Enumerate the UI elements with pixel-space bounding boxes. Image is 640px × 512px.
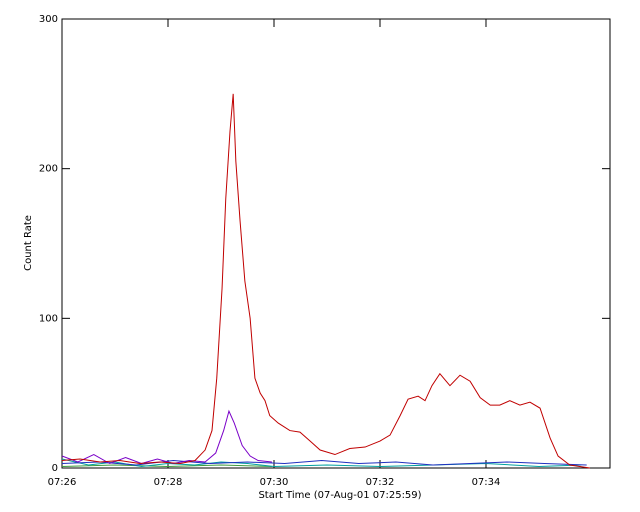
y-tick-label: 0 xyxy=(52,463,58,474)
y-axis-label: Count Rate xyxy=(23,215,34,271)
y-tick-label: 300 xyxy=(39,14,58,25)
y-tick-label: 200 xyxy=(39,164,58,175)
series-line xyxy=(61,464,272,468)
x-tick-label: 07:28 xyxy=(154,477,183,488)
plot-frame xyxy=(61,18,611,469)
x-tick-label: 07:34 xyxy=(472,477,501,488)
series-line xyxy=(61,409,272,465)
x-axis-label: Start Time (07-Aug-01 07:25:59) xyxy=(258,490,421,501)
x-tick-label: 07:32 xyxy=(366,477,395,488)
series-line xyxy=(61,460,587,466)
x-tick-label: 07:30 xyxy=(260,477,289,488)
series-line xyxy=(61,93,590,469)
x-tick-label: 07:26 xyxy=(48,477,77,488)
y-tick-label: 100 xyxy=(39,313,58,324)
